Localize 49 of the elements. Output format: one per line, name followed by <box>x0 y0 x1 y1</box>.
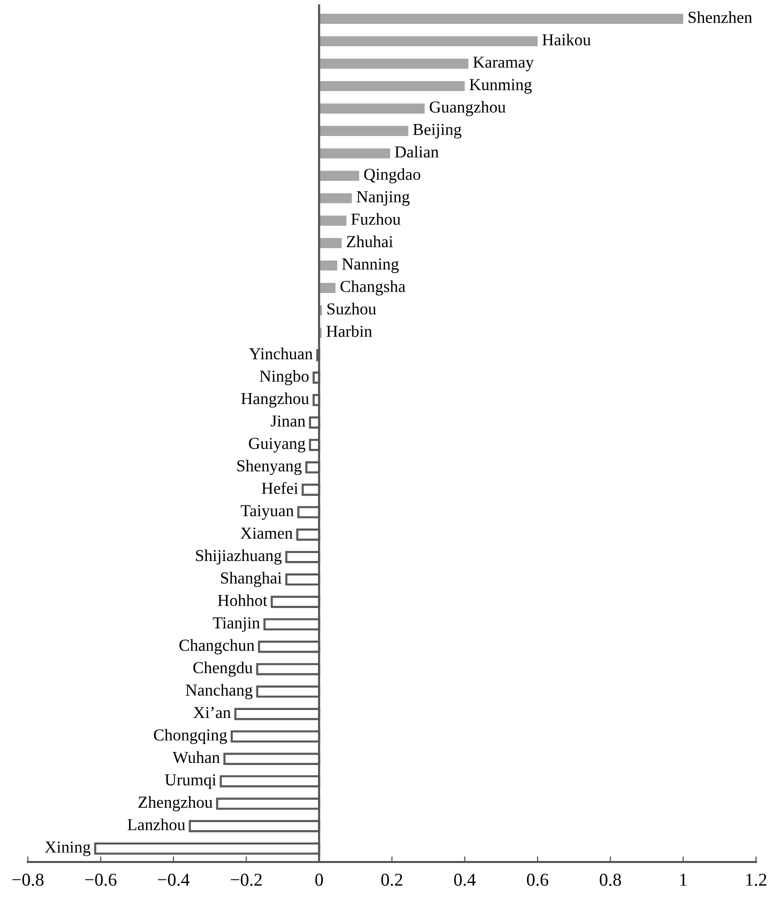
x-tick-label: −0.8 <box>12 874 44 886</box>
y-tick-label: Wuhan <box>172 751 220 764</box>
y-tick-label: Harbin <box>326 325 372 337</box>
y-tick-label: Shenyang <box>237 460 302 475</box>
y-tick-label: Fuzhou <box>351 213 400 225</box>
x-tick-label: 0 <box>315 874 323 886</box>
y-tick-label: Zhuhai <box>346 236 393 248</box>
y-tick-label: Nanjing <box>356 191 410 206</box>
y-tick-label: Changsha <box>340 280 406 296</box>
x-tick-label: 1 <box>680 874 687 886</box>
y-tick-label: Chongqing <box>154 728 228 744</box>
y-tick-label: Nanchang <box>186 684 253 700</box>
y-tick-label: Guiyang <box>248 438 306 452</box>
y-tick-label: Changchun <box>179 639 254 654</box>
y-tick-label: Xi’an <box>193 706 231 718</box>
x-tick-label: 0.6 <box>526 874 548 886</box>
y-tick-label: Lanzhou <box>128 818 186 830</box>
y-tick-label: Urumqi <box>164 774 216 789</box>
y-tick-label: Nanning <box>342 258 399 274</box>
y-tick-label: Taiyuan <box>240 505 294 520</box>
y-tick-label: Zhengzhou <box>138 796 212 812</box>
y-tick-label: Yinchuan <box>249 348 313 360</box>
y-tick-label: Suzhou <box>327 302 376 315</box>
y-tick-label: Jinan <box>270 415 306 427</box>
y-tick-label: Hangzhou <box>241 392 309 408</box>
y-tick-label: Kunming <box>470 79 532 94</box>
y-tick-label: Shanghai <box>221 572 282 588</box>
y-tick-label: Dalian <box>394 146 439 158</box>
x-tick-label: −0.2 <box>230 874 262 886</box>
y-tick-label: Qingdao <box>364 168 420 184</box>
y-tick-label: Hohhot <box>218 594 268 606</box>
y-tick-label: Guangzhou <box>430 100 506 116</box>
y-tick-label: Xiamen <box>240 528 293 539</box>
x-tick-label: −0.4 <box>158 874 190 886</box>
y-tick-label: Chengdu <box>193 662 253 677</box>
y-tick-label: Shenzhen <box>688 11 752 24</box>
y-tick-label: Shijiazhuang <box>196 549 282 565</box>
y-tick-label: Karamay <box>473 56 534 72</box>
x-tick-label: 0.8 <box>600 874 621 886</box>
y-tick-label: Tianjin <box>212 617 260 632</box>
x-tick-label: −0.6 <box>85 874 116 886</box>
x-tick-label: 1.2 <box>746 874 766 886</box>
x-tick-label: 0.4 <box>454 874 476 886</box>
y-tick-label: Ningbo <box>260 370 309 386</box>
x-tick-label: 0.2 <box>381 874 402 886</box>
y-tick-label: Hefei <box>262 482 298 494</box>
y-tick-label: Beijing <box>413 124 462 139</box>
y-tick-label: Haikou <box>542 34 591 46</box>
y-tick-label: Xining <box>44 841 90 856</box>
